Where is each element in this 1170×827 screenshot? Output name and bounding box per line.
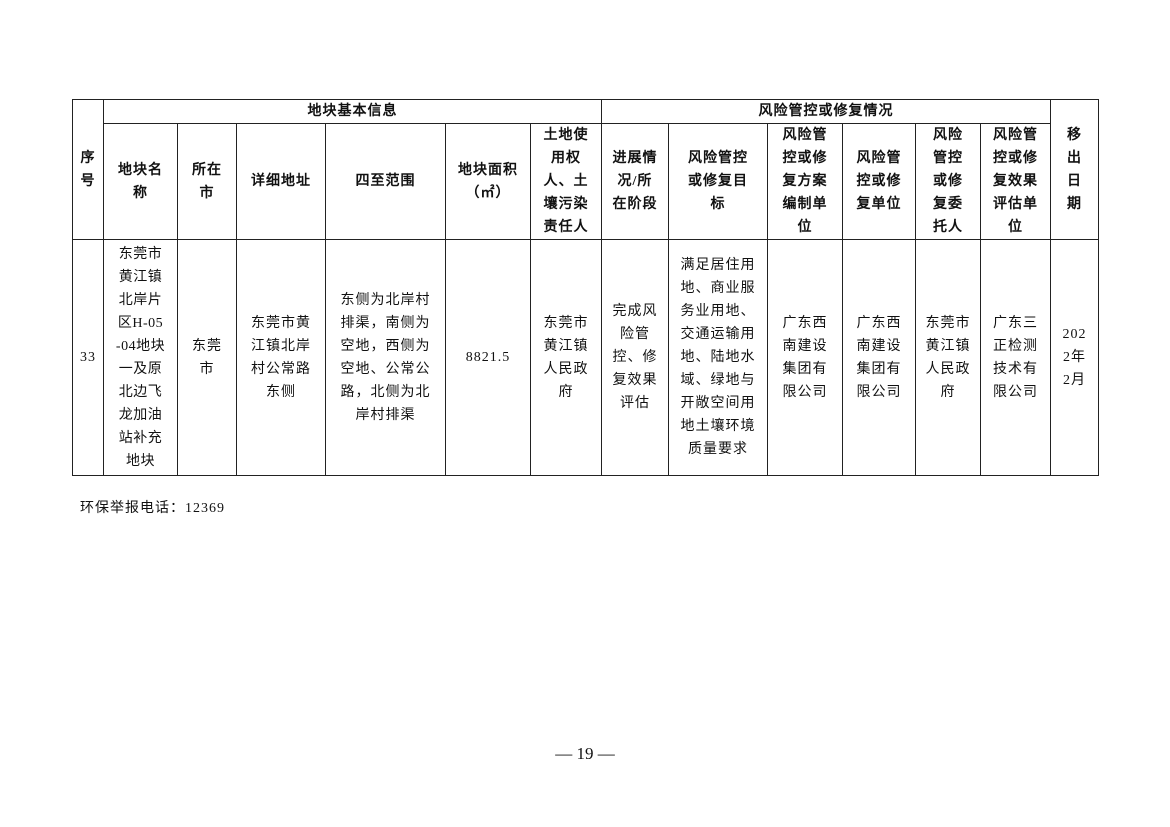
header-plan-unit: 风险管控或修复方案编制单位 bbox=[767, 123, 843, 240]
cell-seq: 33 bbox=[72, 239, 104, 476]
cell-city: 东莞市 bbox=[177, 239, 237, 476]
cell-eval-unit: 广东三正检测技术有限公司 bbox=[980, 239, 1051, 476]
header-city: 所在市 bbox=[177, 123, 237, 240]
cell-area: 8821.5 bbox=[445, 239, 531, 476]
cell-name: 东莞市黄江镇北岸片区H-05-04地块一及原北边飞龙加油站补充地块 bbox=[103, 239, 178, 476]
cell-address: 东莞市黄江镇北岸村公常路东侧 bbox=[236, 239, 326, 476]
hotline-note: 环保举报电话：12369 bbox=[80, 501, 225, 516]
cell-target: 满足居住用地、商业服务业用地、交通运输用地、陆地水域、绿地与开敞空间用地土壤环境… bbox=[668, 239, 768, 476]
header-repair-unit: 风险管控或修复单位 bbox=[842, 123, 916, 240]
cell-plan-unit: 广东西南建设集团有限公司 bbox=[767, 239, 843, 476]
header-eval-unit: 风险管控或修复效果评估单位 bbox=[980, 123, 1051, 240]
cell-repair-unit: 广东西南建设集团有限公司 bbox=[842, 239, 916, 476]
header-address: 详细地址 bbox=[236, 123, 326, 240]
header-removal-date: 移出日期 bbox=[1050, 99, 1099, 240]
cell-client: 东莞市黄江镇人民政府 bbox=[915, 239, 981, 476]
header-area: 地块面积（㎡） bbox=[445, 123, 531, 240]
table-row: 33 东莞市黄江镇北岸片区H-05-04地块一及原北边飞龙加油站补充地块 东莞市… bbox=[72, 239, 1099, 476]
header-target: 风险管控或修复目标 bbox=[668, 123, 768, 240]
header-client: 风险管控或修复委托人 bbox=[915, 123, 981, 240]
header-owner: 土地使用权人、土壤污染责任人 bbox=[530, 123, 602, 240]
header-name: 地块名称 bbox=[103, 123, 178, 240]
page-number: — 19 — bbox=[555, 744, 615, 763]
cell-removal-date: 2022年2月 bbox=[1050, 239, 1099, 476]
cell-owner: 东莞市黄江镇人民政府 bbox=[530, 239, 602, 476]
cell-bounds: 东侧为北岸村排渠，南侧为空地，西侧为空地、公常公路，北侧为北岸村排渠 bbox=[325, 239, 446, 476]
header-progress: 进展情况/所在阶段 bbox=[601, 123, 669, 240]
group-header-basic: 地块基本信息 bbox=[103, 99, 602, 124]
header-bounds: 四至范围 bbox=[325, 123, 446, 240]
group-header-risk: 风险管控或修复情况 bbox=[601, 99, 1051, 124]
cell-progress: 完成风险管控、修复效果评估 bbox=[601, 239, 669, 476]
contaminated-land-table: 序号 地块基本信息 风险管控或修复情况 移出日期 地块名称 所在市 详细地址 四… bbox=[72, 99, 1099, 476]
header-seq: 序号 bbox=[72, 99, 104, 240]
